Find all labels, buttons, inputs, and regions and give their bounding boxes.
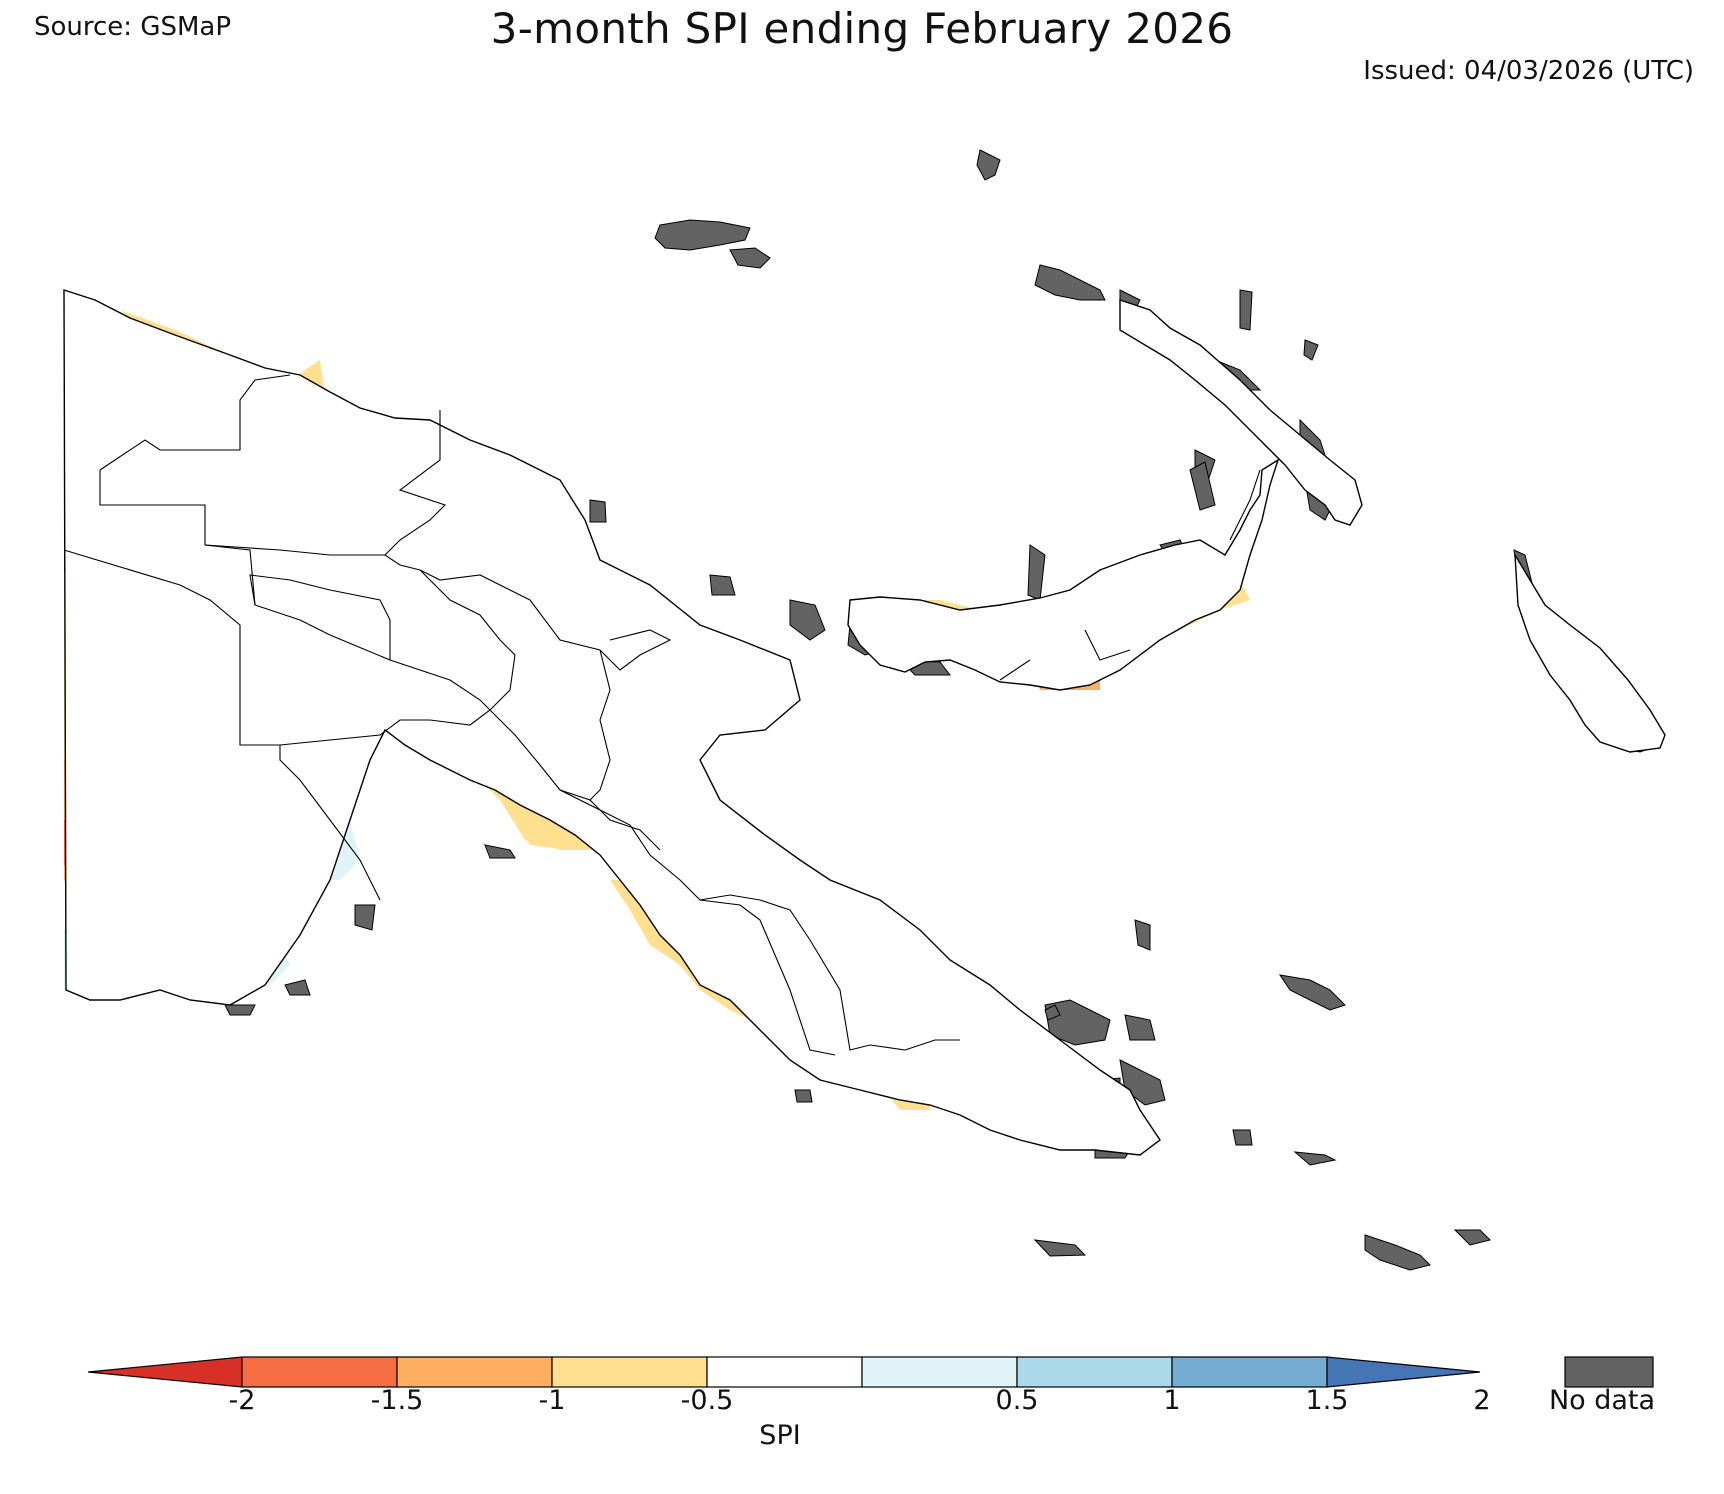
source-label: Source: GSMaP xyxy=(34,12,232,42)
spi-colorbar xyxy=(87,1356,1481,1388)
no-data-swatch-box xyxy=(1564,1356,1654,1388)
colorbar-bin xyxy=(551,1356,708,1388)
colorbar-bin xyxy=(1171,1356,1328,1388)
colorbar-tick-label: 1.5 xyxy=(1305,1385,1349,1416)
colorbar-tick-label: -1 xyxy=(538,1385,566,1416)
coastlines xyxy=(63,289,1666,1156)
colorbar-tick-label: 2 xyxy=(1473,1385,1491,1416)
province-borders xyxy=(63,374,1261,1056)
colorbar-bin xyxy=(706,1356,863,1388)
colorbar-bin xyxy=(861,1356,1018,1388)
map-title: 3-month SPI ending February 2026 xyxy=(490,4,1234,53)
colorbar-under-arrow xyxy=(87,1356,243,1388)
colorbar-tick-label: -1.5 xyxy=(370,1385,424,1416)
colorbar-bin xyxy=(1016,1356,1173,1388)
colorbar-over-arrow xyxy=(1326,1356,1481,1388)
colorbar-bin xyxy=(241,1356,398,1388)
issued-date: Issued: 04/03/2026 (UTC) xyxy=(1363,56,1694,86)
colorbar-tick-label: -2 xyxy=(228,1385,256,1416)
colorbar-title: SPI xyxy=(759,1420,801,1451)
colorbar-bin xyxy=(396,1356,553,1388)
colorbar-tick-label: 1 xyxy=(1163,1385,1181,1416)
no-data-swatch xyxy=(1564,1356,1654,1388)
no-data-label: No data xyxy=(1548,1385,1656,1416)
colorbar-tick-label: -0.5 xyxy=(680,1385,734,1416)
colorbar-tick-label: 0.5 xyxy=(995,1385,1039,1416)
